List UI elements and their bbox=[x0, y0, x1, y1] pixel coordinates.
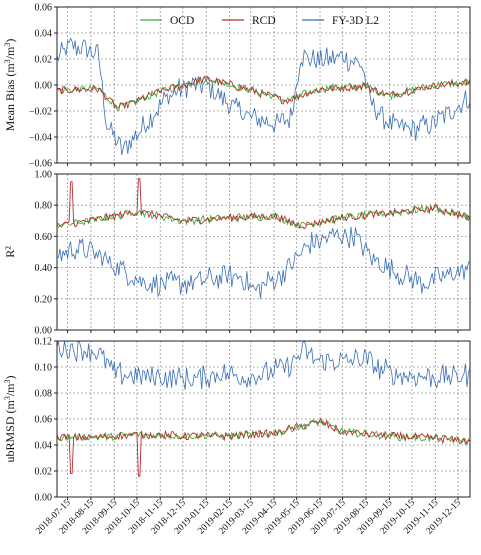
y-tick-label: 0.04 bbox=[35, 441, 53, 452]
series-line-ocd bbox=[56, 419, 471, 447]
panel-frame bbox=[56, 6, 471, 164]
series-line-rcd bbox=[56, 417, 471, 477]
y-axis-label: R² bbox=[3, 246, 17, 258]
y-tick-label: 0.60 bbox=[35, 232, 53, 243]
y-tick-label: −0.02 bbox=[29, 107, 52, 118]
y-tick-label: 0.40 bbox=[35, 263, 53, 274]
panel-2: 1.00 0.80 0.60 0.40 0.20 0.00 R² bbox=[3, 170, 471, 337]
panel-frame bbox=[56, 173, 471, 331]
legend-label: OCD bbox=[170, 15, 194, 27]
y-tick-label: 0.08 bbox=[35, 389, 53, 400]
y-tick-label: −0.04 bbox=[29, 133, 52, 144]
y-tick-label: 0.10 bbox=[35, 363, 53, 374]
y-tick-label: 0.06 bbox=[35, 415, 53, 426]
y-tick-label: 0.80 bbox=[35, 201, 53, 212]
legend-item-ocd: OCD bbox=[140, 15, 194, 27]
legend-item-rcd: RCD bbox=[222, 15, 276, 27]
y-tick-label: 0.00 bbox=[35, 81, 53, 92]
panel-frame bbox=[56, 340, 471, 498]
legend-label: RCD bbox=[252, 15, 276, 27]
y-axis-label: ubRMSD (m3/m3) bbox=[3, 375, 17, 462]
series-line-fy-3d-l2 bbox=[57, 226, 471, 299]
series-line-rcd bbox=[56, 178, 471, 230]
y-tick-label: 0.00 bbox=[35, 326, 53, 337]
legend-label: FY-3D L2 bbox=[332, 15, 379, 27]
series-line-fy-3d-l2 bbox=[56, 340, 471, 390]
y-tick-label: 0.06 bbox=[35, 3, 53, 14]
series-line-fy-3d-l2 bbox=[56, 37, 471, 155]
y-tick-label: 0.02 bbox=[35, 467, 53, 478]
series-line-rcd bbox=[56, 75, 471, 110]
y-tick-label: 0.04 bbox=[35, 29, 53, 40]
y-tick-label: −0.06 bbox=[29, 159, 52, 170]
y-tick-label: 1.00 bbox=[35, 170, 53, 181]
y-tick-label: 0.02 bbox=[35, 55, 53, 66]
y-tick-label: 0.20 bbox=[35, 294, 53, 305]
y-axis-label: Mean Bias (m3/m3) bbox=[3, 39, 17, 132]
legend-item-fy-3d-l2: FY-3D L2 bbox=[302, 15, 379, 27]
panel-1: 0.06 0.04 0.02 0.00 −0.02 −0.04 −0.06 Mean Bias… bbox=[3, 3, 471, 170]
y-tick-label: 0.00 bbox=[35, 493, 53, 504]
y-tick-label: 0.12 bbox=[35, 337, 53, 348]
panel-3: 0.12 0.10 0.08 0.06 0.04 0.02 0.00 ubRMSD (m3/m… bbox=[3, 337, 471, 504]
series-line-ocd bbox=[56, 203, 471, 229]
